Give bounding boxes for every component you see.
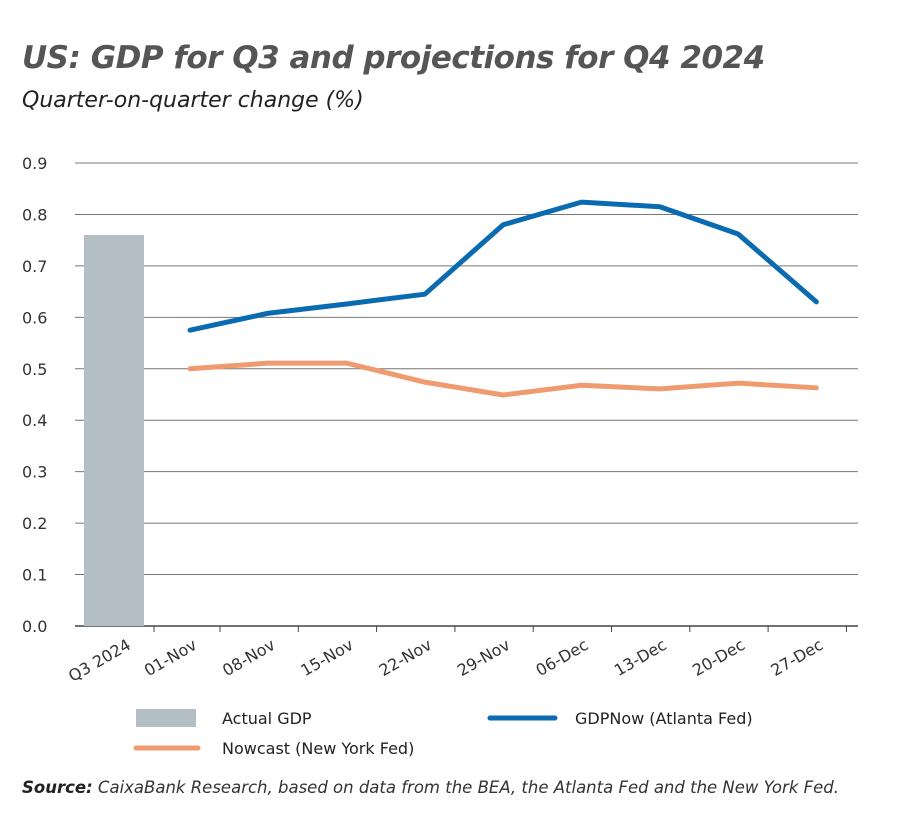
x-tick-label: 08-Nov — [219, 635, 278, 680]
legend-label-actual-gdp: Actual GDP — [222, 709, 312, 728]
y-tick-label: 0.0 — [22, 617, 47, 636]
x-tick-label: 13-Dec — [611, 635, 670, 680]
y-tick-label: 0.3 — [22, 463, 47, 482]
y-tick-label: 0.5 — [22, 360, 47, 379]
x-tick-label: 20-Dec — [689, 635, 748, 680]
legend-label-nowcast: Nowcast (New York Fed) — [222, 739, 414, 758]
source-text: CaixaBank Research, based on data from t… — [92, 778, 839, 797]
y-tick-label: 0.2 — [22, 514, 47, 533]
legend-swatch-actual-gdp — [136, 709, 196, 727]
y-tick-label: 0.1 — [22, 566, 47, 585]
series-line-nowcast — [187, 360, 819, 398]
x-tick-label: 06-Dec — [533, 635, 592, 680]
x-tick-label: 15-Nov — [297, 635, 356, 680]
y-tick-label: 0.8 — [22, 205, 47, 224]
x-tick-label: 22-Nov — [376, 635, 435, 680]
y-tick-label: 0.4 — [22, 411, 47, 430]
chart-subtitle: Quarter-on-quarter change (%) — [22, 88, 364, 113]
y-tick-label: 0.7 — [22, 257, 47, 276]
x-tick-label: Q3 2024 — [65, 635, 134, 686]
chart-title: US: GDP for Q3 and projections for Q4 20… — [22, 40, 765, 76]
x-tick-label: 29-Nov — [454, 635, 513, 680]
y-tick-label: 0.9 — [22, 154, 47, 173]
source-note: Source: CaixaBank Research, based on dat… — [22, 778, 839, 797]
x-tick-label: 27-Dec — [767, 635, 826, 680]
chart: 0.0 0.1 0.2 0.3 0.4 0.5 0.6 0.7 0.8 0.9 Q3 2024 01-… — [22, 154, 858, 758]
bar-q3-2024 — [84, 235, 144, 626]
legend-label-gdpnow: GDPNow (Atlanta Fed) — [575, 709, 753, 728]
y-tick-label: 0.6 — [22, 308, 47, 327]
x-tick-label: 01-Nov — [141, 635, 200, 680]
source-label: Source: — [22, 778, 93, 797]
